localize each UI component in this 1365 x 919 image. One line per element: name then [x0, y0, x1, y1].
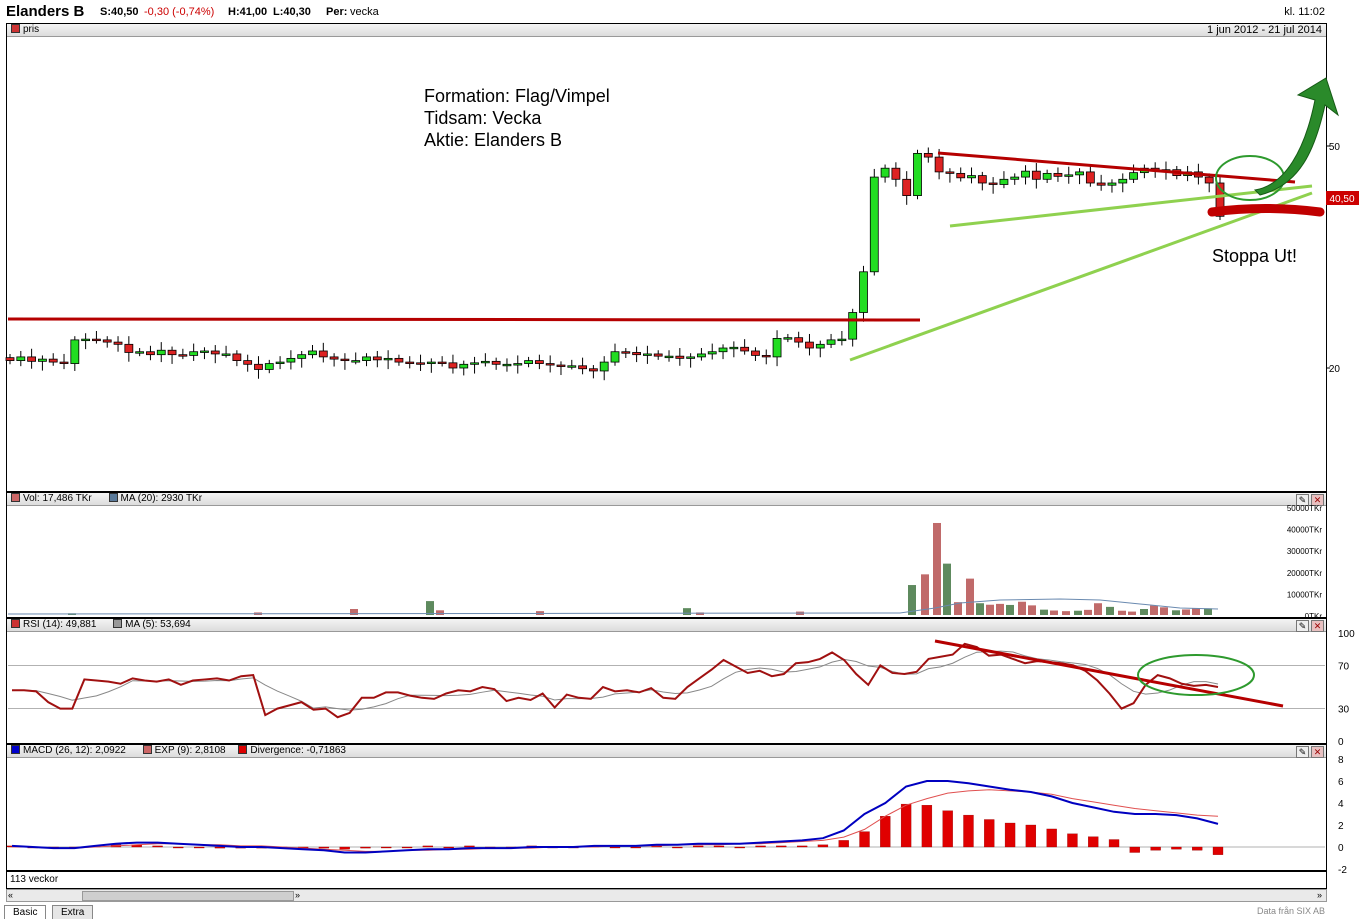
exp-legend-label: EXP (9): 2,8108	[154, 745, 226, 756]
divergence-legend-label: Divergence: -0,71863	[250, 745, 346, 756]
scroll-left-icon[interactable]: «	[8, 890, 14, 900]
macd-panel-title: MACD (26, 12): 2,0922 EXP (9): 2,8108 Di…	[7, 745, 1326, 758]
close-icon[interactable]: ✕	[1311, 746, 1324, 758]
rsi-tick: 100	[1338, 629, 1355, 640]
horizontal-scrollbar[interactable]: « » »	[6, 889, 1327, 902]
week-count: 113 veckor	[10, 874, 59, 885]
scroll-right-inner-icon[interactable]: »	[295, 890, 301, 900]
period-value[interactable]: vecka	[350, 6, 379, 18]
wrench-icon[interactable]: ✎	[1296, 494, 1309, 506]
volume-panel-title: Vol: 17,486 TKr MA (20): 2930 TKr ✎ ✕	[7, 493, 1326, 506]
macd-tick: 2	[1338, 821, 1344, 832]
rsi-legend-swatch	[11, 619, 20, 628]
period-label: Per:	[326, 6, 348, 18]
volume-panel: Vol: 17,486 TKr MA (20): 2930 TKr ✎ ✕	[6, 492, 1327, 618]
rsi-ma-swatch	[113, 619, 123, 628]
macd-tick: 8	[1338, 755, 1344, 766]
macd-legend-swatch	[11, 745, 20, 754]
ticker-name: Elanders B	[6, 3, 85, 20]
volume-ma-swatch	[108, 493, 118, 502]
low-price: L:40,30	[273, 6, 311, 18]
close-icon[interactable]: ✕	[1311, 620, 1324, 632]
high-price: H:41,00	[228, 6, 268, 18]
volume-legend-label: Vol: 17,486 TKr	[23, 493, 92, 504]
exp-legend-swatch	[142, 745, 152, 754]
quote-header: Elanders B S:40,50 -0,30 (-0,74%) H:41,0…	[0, 0, 1365, 24]
macd-legend-label: MACD (26, 12): 2,0922	[23, 745, 126, 756]
rsi-panel: RSI (14): 49,881 MA (5): 53,694 ✎ ✕	[6, 618, 1327, 744]
rsi-ma-label: MA (5): 53,694	[125, 619, 191, 630]
price-panel: pris 1 jun 2012 - 21 jul 2014	[6, 23, 1327, 492]
scroll-right-icon[interactable]: »	[1316, 890, 1322, 900]
rsi-tick: 0	[1338, 737, 1344, 748]
data-source: Data från SIX AB	[1256, 906, 1325, 916]
tab-basic[interactable]: Basic	[4, 905, 47, 919]
price-change: -0,30 (-0,74%)	[144, 6, 215, 18]
last-price: S:40,50	[100, 6, 139, 18]
price-panel-title: pris 1 jun 2012 - 21 jul 2014	[7, 24, 1326, 37]
macd-tick: -2	[1338, 865, 1347, 876]
date-range: 1 jun 2012 - 21 jul 2014	[1207, 24, 1322, 36]
rsi-tick: 70	[1338, 661, 1350, 672]
macd-tick: 4	[1338, 799, 1344, 810]
last-price-tag	[1326, 191, 1359, 205]
wrench-icon[interactable]: ✎	[1296, 620, 1309, 632]
rsi-panel-title: RSI (14): 49,881 MA (5): 53,694 ✎ ✕	[7, 619, 1326, 632]
price-legend-swatch	[11, 24, 20, 33]
macd-tick: 0	[1338, 843, 1344, 854]
volume-ma-label: MA (20): 2930 TKr	[120, 493, 203, 504]
scroll-thumb[interactable]	[82, 891, 294, 901]
wrench-icon[interactable]: ✎	[1296, 746, 1309, 758]
tab-extra[interactable]: Extra	[52, 905, 94, 919]
last-price-tag-label: 40,50	[1329, 194, 1354, 205]
price-tick-20: 20	[1329, 364, 1341, 375]
volume-legend-swatch	[11, 493, 20, 502]
clock: kl. 11:02	[1284, 6, 1325, 18]
macd-panel: MACD (26, 12): 2,0922 EXP (9): 2,8108 Di…	[6, 744, 1327, 871]
x-axis: 113 veckor	[6, 871, 1327, 889]
macd-tick: 6	[1338, 777, 1344, 788]
price-tick-50: 50	[1329, 142, 1341, 153]
rsi-legend-label: RSI (14): 49,881	[23, 619, 97, 630]
close-icon[interactable]: ✕	[1311, 494, 1324, 506]
price-legend-label: pris	[23, 24, 40, 35]
rsi-tick: 30	[1338, 705, 1350, 716]
divergence-legend-swatch	[238, 745, 248, 754]
